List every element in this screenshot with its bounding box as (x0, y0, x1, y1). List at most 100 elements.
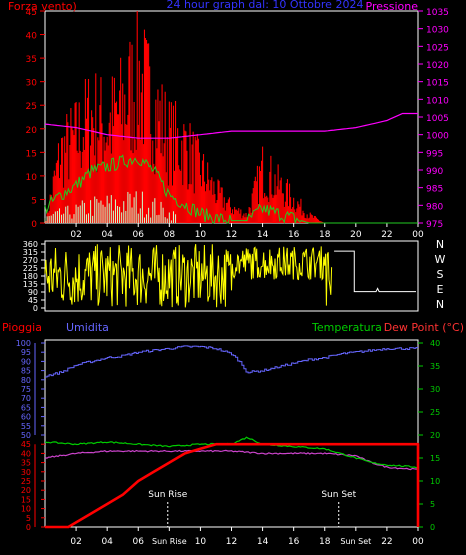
temperature-tick-label: 35 (430, 362, 440, 371)
wind-x-tick-label: 16 (288, 230, 300, 240)
wind-tick-label: 35 (26, 55, 37, 65)
wind-tick-label: 40 (26, 32, 38, 42)
humidity-tick-label: 25 (21, 477, 31, 486)
pressure-tick-label: 1030 (426, 26, 449, 36)
sunrise-annotation: Sun Rise (148, 490, 187, 500)
direction-tick-label: 360 (23, 240, 38, 249)
wind-y-ticks: 0 5 10 15 20 25 30 35 40 45 (26, 8, 45, 230)
direction-tick-label: 180 (23, 272, 38, 281)
direction-calm-line (334, 250, 416, 293)
pressure-axis-title: Pressione (366, 0, 419, 13)
direction-trace (44, 244, 333, 308)
wind-x-tick-label: 02 (70, 230, 81, 240)
humidity-y-ticks: 0510152025303540455055606570758085909510… (16, 339, 45, 532)
direction-tick-label: 135 (23, 280, 38, 289)
wind-x-tick-label: 08 (164, 230, 176, 240)
climate-x-tick-label: 02 (70, 537, 81, 547)
pressure-tick-label: 1020 (426, 61, 449, 71)
direction-tick-label: 315 (23, 248, 38, 257)
humidity-tick-label: 95 (21, 348, 31, 357)
wind-x-tick-label: 12 (226, 230, 237, 240)
compass-label: N (436, 298, 444, 311)
humidity-tick-label: 20 (21, 486, 31, 495)
average-wind-line (44, 154, 418, 224)
pressure-tick-label: 990 (426, 167, 443, 177)
pressure-tick-label: 995 (426, 149, 443, 159)
climate-x-tick-label: Sun Rise (152, 537, 187, 546)
direction-tick-label: 0 (33, 304, 38, 313)
pressure-line (44, 112, 418, 139)
wind-x-ticks: 02 04 06 08 10 12 14 16 18 20 22 00 (70, 223, 424, 240)
humidity-tick-label: 85 (21, 367, 31, 376)
wind-tick-label: 15 (26, 149, 37, 159)
climate-x-tick-label: 14 (257, 537, 269, 547)
wind-x-tick-label: 04 (101, 230, 113, 240)
humidity-line (45, 345, 418, 378)
temperature-tick-label: 0 (430, 523, 435, 532)
direction-tick-label: 45 (28, 296, 38, 305)
climate-panel: Pioggia Umidita Temperatura Dew Point (°… (2, 321, 464, 547)
humidity-tick-label: 65 (21, 403, 31, 412)
temperature-tick-label: 40 (430, 339, 440, 348)
wind-tick-label: 45 (26, 8, 37, 18)
temperature-legend: Temperatura (311, 321, 382, 334)
humidity-tick-label: 100 (16, 339, 31, 348)
temperature-tick-label: 5 (430, 500, 435, 509)
climate-x-tick-label: 04 (101, 537, 113, 547)
wind-pressure-panel: Forza vento) 24 hour graph dal: 10 Ottob… (8, 0, 449, 240)
climate-plot-frame (44, 339, 419, 528)
wind-axis-title: Forza vento) (8, 0, 77, 13)
dewpoint-line (44, 449, 419, 471)
humidity-legend: Umidita (66, 321, 109, 334)
wind-x-tick-label: 10 (195, 230, 207, 240)
climate-x-tick-label: 00 (412, 537, 424, 547)
humidity-tick-label: 10 (21, 505, 31, 514)
climate-x-tick-label: 06 (133, 537, 145, 547)
wind-x-tick-label: 14 (257, 230, 269, 240)
compass-label: W (435, 253, 446, 266)
humidity-tick-label: 55 (21, 422, 31, 431)
climate-x-tick-label: 16 (288, 537, 300, 547)
pressure-tick-label: 1005 (426, 114, 449, 124)
pressure-tick-label: 1025 (426, 43, 449, 53)
pressure-y-ticks: 975 980 985 990 995 1000 1005 1010 1015 1020 1025 1… (418, 8, 449, 230)
humidity-tick-label: 90 (21, 357, 31, 366)
wind-x-tick-label: 20 (350, 230, 362, 240)
pressure-tick-label: 985 (426, 185, 443, 195)
humidity-tick-label: 0 (26, 523, 31, 532)
humidity-tick-label: 45 (21, 440, 31, 449)
pressure-tick-label: 1000 (426, 132, 449, 142)
direction-tick-label: 90 (28, 288, 38, 297)
humidity-tick-label: 60 (21, 413, 31, 422)
pressure-tick-label: 1015 (426, 79, 449, 89)
pressure-tick-label: 975 (426, 220, 443, 230)
climate-x-tick-label: 18 (319, 537, 331, 547)
temperature-tick-label: 20 (430, 431, 440, 440)
temperature-tick-label: 30 (430, 385, 440, 394)
wind-x-tick-label: 06 (133, 230, 145, 240)
humidity-tick-label: 5 (26, 514, 31, 523)
direction-tick-label: 225 (23, 264, 38, 273)
climate-x-ticks: 02 04 06 Sun Rise 10 12 14 16 18 Sun Set 22 00 (70, 527, 424, 547)
pressure-tick-label: 1010 (426, 96, 449, 106)
temperature-line (44, 436, 419, 469)
humidity-tick-label: 30 (21, 468, 31, 477)
wind-tick-label: 0 (31, 220, 37, 230)
humidity-tick-label: 15 (21, 495, 31, 504)
sunset-annotation: Sun Set (321, 490, 356, 500)
climate-plot-area: Sun Rise Sun Set (44, 345, 420, 529)
wind-tick-label: 25 (26, 102, 37, 112)
dewpoint-legend: Dew Point (°C) (384, 321, 464, 334)
humidity-tick-label: 75 (21, 385, 31, 394)
wind-tick-label: 5 (31, 196, 37, 206)
wind-x-tick-label: 00 (412, 230, 424, 240)
humidity-tick-label: 35 (21, 459, 31, 468)
humidity-tick-label: 70 (21, 394, 31, 403)
compass-label: E (437, 283, 444, 296)
rain-legend: Pioggia (2, 321, 42, 334)
pressure-tick-label: 1035 (426, 8, 449, 18)
